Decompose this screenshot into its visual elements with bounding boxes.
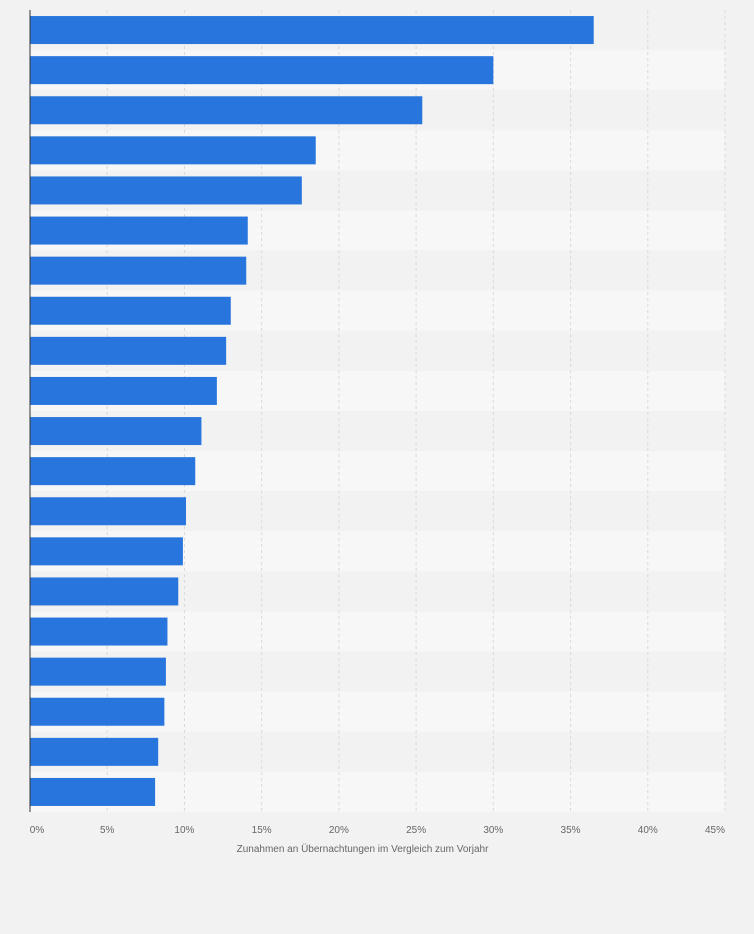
bar[interactable] [30, 136, 316, 165]
x-tick-label: 0% [30, 825, 45, 836]
bar[interactable] [30, 657, 166, 686]
x-tick-label: 10% [174, 825, 194, 836]
bar[interactable] [30, 697, 165, 726]
x-tick-label: 35% [561, 825, 581, 836]
x-tick-label: 40% [638, 825, 658, 836]
bar[interactable] [30, 537, 183, 566]
bar[interactable] [30, 16, 594, 45]
bar[interactable] [30, 737, 159, 766]
x-tick-label: 5% [100, 825, 115, 836]
x-tick-label: 15% [252, 825, 272, 836]
bar[interactable] [30, 216, 248, 245]
row-bands [30, 10, 725, 812]
x-tick-label: 45% [705, 825, 725, 836]
bar[interactable] [30, 617, 168, 646]
bar[interactable] [30, 56, 494, 85]
x-axis-ticks: 0% 5% 10% 15% 20% 25% 30% 35% 40% 45% [30, 825, 725, 836]
x-tick-label: 20% [329, 825, 349, 836]
bar[interactable] [30, 176, 302, 205]
bars [30, 16, 594, 806]
bar[interactable] [30, 497, 186, 526]
bar[interactable] [30, 577, 179, 606]
bar[interactable] [30, 417, 202, 446]
bar[interactable] [30, 296, 231, 325]
bar[interactable] [30, 256, 247, 285]
x-axis-label: Zunahmen an Übernachtungen im Vergleich … [237, 843, 489, 855]
bar[interactable] [30, 777, 156, 806]
bar[interactable] [30, 336, 227, 365]
bar[interactable] [30, 376, 217, 405]
bar[interactable] [30, 96, 423, 125]
x-tick-label: 30% [483, 825, 503, 836]
bar[interactable] [30, 457, 196, 486]
x-tick-label: 25% [406, 825, 426, 836]
